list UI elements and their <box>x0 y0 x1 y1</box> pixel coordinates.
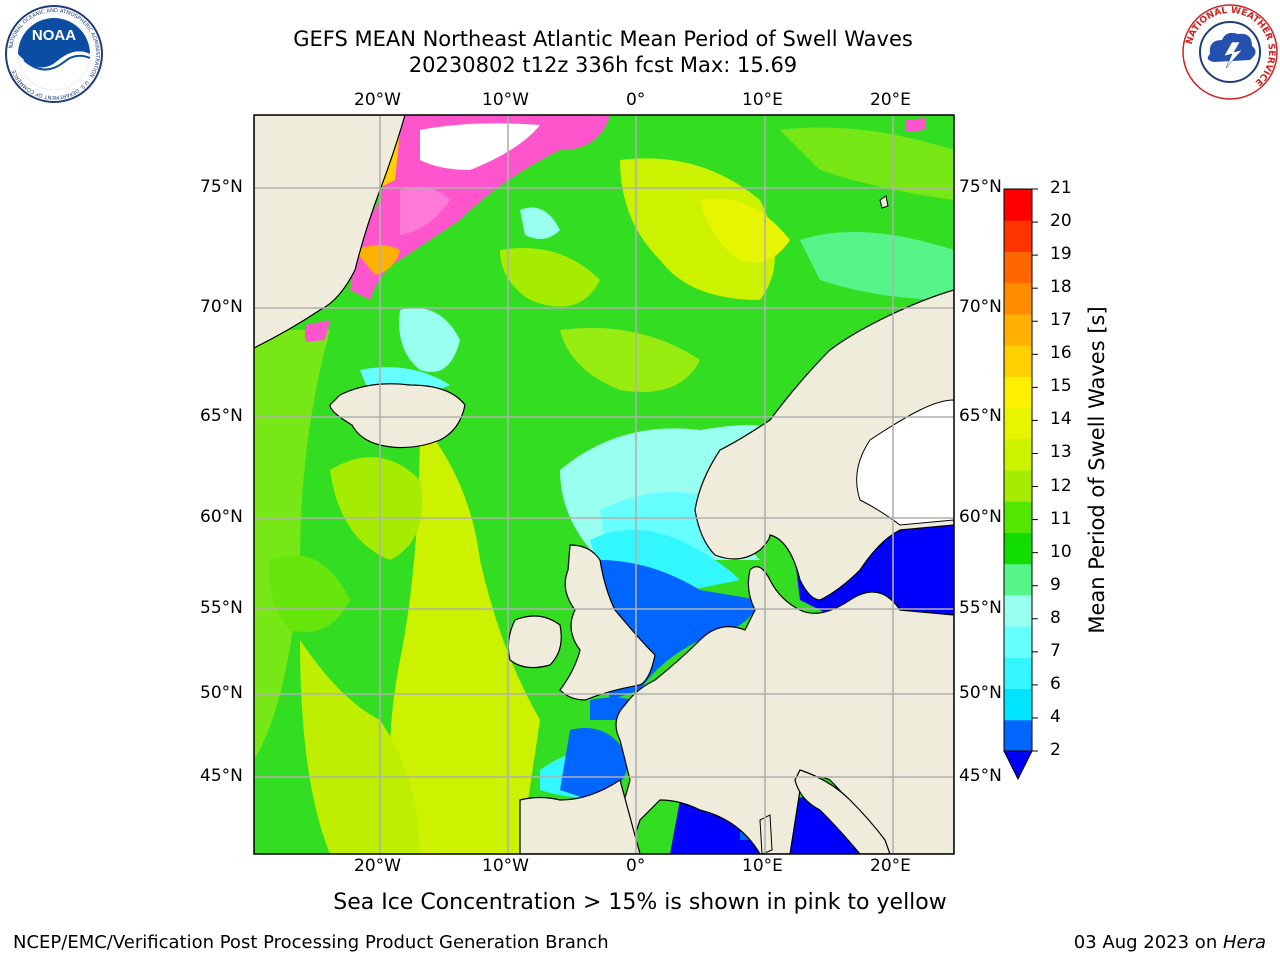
colorbar-segment <box>1004 189 1032 221</box>
colorbar-segment <box>1004 470 1032 502</box>
colorbar-tick-label: 15 <box>1050 376 1072 397</box>
colorbar-tick-label: 17 <box>1050 310 1072 331</box>
svg-text:NOAA: NOAA <box>32 27 76 44</box>
nws-logo: NATIONAL WEATHER SERVICE <box>1182 4 1278 100</box>
footer-date: 03 Aug 2023 on Hera <box>1074 932 1266 953</box>
colorbar-segment <box>1004 719 1032 752</box>
lon-label-bottom-20e: 20°E <box>870 856 911 876</box>
lat-label-right-55n: 55°N <box>959 598 1002 618</box>
colorbar-tick-label: 7 <box>1050 640 1061 661</box>
lat-label-left-70n: 70°N <box>200 297 243 317</box>
colorbar-tick-label: 19 <box>1050 244 1072 265</box>
colorbar-segment <box>1004 657 1032 690</box>
colorbar-tick-label: 11 <box>1050 508 1072 529</box>
colorbar-segment <box>1004 594 1032 627</box>
lon-label-top-10w: 10°W <box>482 90 529 110</box>
footer-date-text: 03 Aug 2023 on <box>1073 932 1223 953</box>
colorbar-segment <box>1004 626 1032 658</box>
colorbar-tick-label: 6 <box>1050 673 1061 694</box>
footer-machine: Hera <box>1222 932 1266 953</box>
lat-label-right-70n: 70°N <box>959 297 1002 317</box>
land-ireland <box>507 615 562 669</box>
chart-subtitle: 20230802 t12z 336h fcst Max: 15.69 <box>408 53 798 77</box>
land-iceland <box>329 383 466 449</box>
colorbar-tick-label: 9 <box>1050 574 1061 595</box>
lon-label-top-20e: 20°E <box>870 90 911 110</box>
colorbar-tick-label: 10 <box>1050 541 1072 562</box>
lat-label-left-55n: 55°N <box>200 598 243 618</box>
lon-label-top-20w: 20°W <box>354 90 401 110</box>
lat-label-left-65n: 65°N <box>200 406 243 426</box>
lat-label-right-45n: 45°N <box>959 766 1002 786</box>
colorbar-under-arrow <box>1003 750 1033 781</box>
lon-label-bottom-20w: 20°W <box>354 856 401 876</box>
land-iberia <box>519 779 641 854</box>
lat-label-left-50n: 50°N <box>200 683 243 703</box>
colorbar <box>1003 188 1038 781</box>
colorbar-tick-label: 14 <box>1050 409 1072 430</box>
footer-credit: NCEP/EMC/Verification Post Processing Pr… <box>13 932 609 953</box>
lat-label-left-75n: 75°N <box>200 177 243 197</box>
colorbar-tick-label: 13 <box>1050 442 1072 463</box>
lon-label-bottom-10e: 10°E <box>742 856 783 876</box>
lat-label-right-65n: 65°N <box>959 406 1002 426</box>
colorbar-segment <box>1004 563 1032 596</box>
colorbar-tick-label: 16 <box>1050 343 1072 364</box>
colorbar-segment <box>1004 407 1032 440</box>
colorbar-segment <box>1004 345 1032 377</box>
lon-label-top-0: 0° <box>626 90 646 110</box>
lon-label-bottom-10w: 10°W <box>482 856 529 876</box>
lon-label-top-10e: 10°E <box>742 90 783 110</box>
colorbar-segment <box>1004 220 1032 252</box>
lat-label-right-60n: 60°N <box>959 507 1002 527</box>
colorbar-frame <box>1003 188 1033 752</box>
noaa-logo: NOAA NATIONAL OCEANIC AND ATMOSPHERIC AD… <box>5 5 103 103</box>
colorbar-segment <box>1004 438 1032 471</box>
colorbar-tick-label: 21 <box>1050 178 1072 198</box>
lat-label-right-50n: 50°N <box>959 683 1002 703</box>
lat-label-right-75n: 75°N <box>959 177 1002 197</box>
colorbar-tick-label: 2 <box>1050 740 1061 760</box>
colorbar-segment <box>1004 313 1032 346</box>
land-great-britain <box>559 544 656 701</box>
colorbar-segment <box>1004 501 1032 533</box>
lat-label-left-60n: 60°N <box>200 507 243 527</box>
colorbar-tick-label: 20 <box>1050 211 1072 232</box>
land-greenland <box>254 115 406 349</box>
graticule <box>254 115 954 854</box>
colorbar-segment <box>1004 282 1032 315</box>
lon-label-bottom-0: 0° <box>626 856 646 876</box>
colorbar-tick-label: 8 <box>1050 607 1061 628</box>
sea-ice-caption: Sea Ice Concentration > 15% is shown in … <box>333 890 947 915</box>
colorbar-segment <box>1004 376 1032 409</box>
colorbar-tick-label: 18 <box>1050 277 1072 298</box>
colorbar-segment <box>1004 251 1032 284</box>
land-italy <box>794 769 891 854</box>
chart-title: GEFS MEAN Northeast Atlantic Mean Period… <box>293 27 913 51</box>
land-europe <box>599 289 954 854</box>
map-area <box>254 115 954 854</box>
colorbar-tick-label: 12 <box>1050 475 1072 496</box>
lat-label-left-45n: 45°N <box>200 766 243 786</box>
colorbar-segment <box>1004 688 1032 721</box>
map-frame <box>253 114 955 855</box>
colorbar-tick-label: 4 <box>1050 706 1061 727</box>
colorbar-segment <box>1004 532 1032 565</box>
colorbar-label: Mean Period of Swell Waves [s] <box>1085 306 1109 634</box>
